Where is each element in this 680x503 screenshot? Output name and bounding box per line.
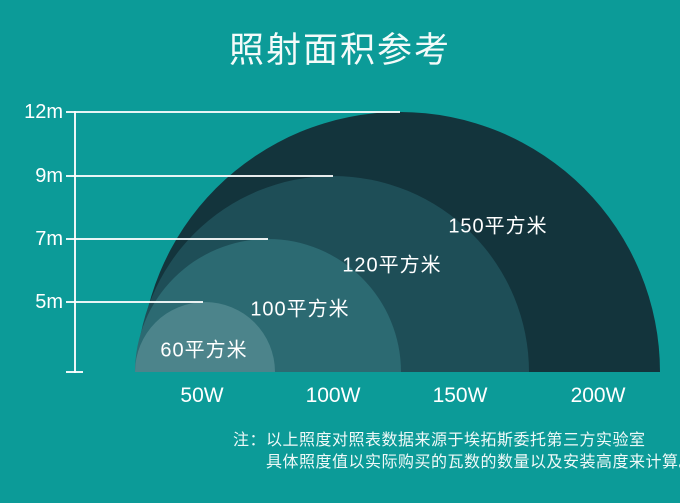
y-axis-bottom-tick: [66, 371, 83, 373]
chart-title: 照射面积参考: [228, 31, 451, 70]
gridline-7m: [66, 238, 268, 240]
x-tick-label-100w: 100W: [305, 384, 361, 407]
y-axis-line: [74, 111, 76, 373]
x-tick-label-200w: 200W: [570, 384, 626, 407]
y-tick-label-12m: 12m: [24, 101, 63, 123]
y-tick-label-9m: 9m: [35, 165, 63, 187]
y-tick-label-7m: 7m: [35, 228, 63, 250]
footnote-line-2: 具体照度值以实际购买的瓦数的数量以及安装高度来计算。: [266, 454, 680, 471]
x-tick-label-150w: 150W: [432, 384, 488, 407]
ring-label-60sqm: 60平方米: [160, 339, 248, 362]
footnote-prefix: 注：: [233, 432, 267, 449]
gridline-5m: [66, 301, 203, 303]
footnote: 注： 以上照度对照表数据来源于埃拓斯委托第三方实验室 具体照度值以实际购买的瓦数…: [233, 430, 680, 474]
ring-label-100sqm: 100平方米: [250, 298, 350, 321]
ring-label-150sqm: 150平方米: [448, 215, 548, 238]
gridline-9m: [66, 175, 333, 177]
footnote-lines: 以上照度对照表数据来源于埃拓斯委托第三方实验室 具体照度值以实际购买的瓦数的数量…: [266, 430, 680, 474]
gridline-12m: [66, 111, 400, 113]
y-tick-label-5m: 5m: [35, 291, 63, 313]
ring-label-120sqm: 120平方米: [342, 254, 442, 277]
x-tick-label-50w: 50W: [180, 384, 224, 407]
footnote-line-1: 以上照度对照表数据来源于埃拓斯委托第三方实验室: [266, 432, 646, 449]
